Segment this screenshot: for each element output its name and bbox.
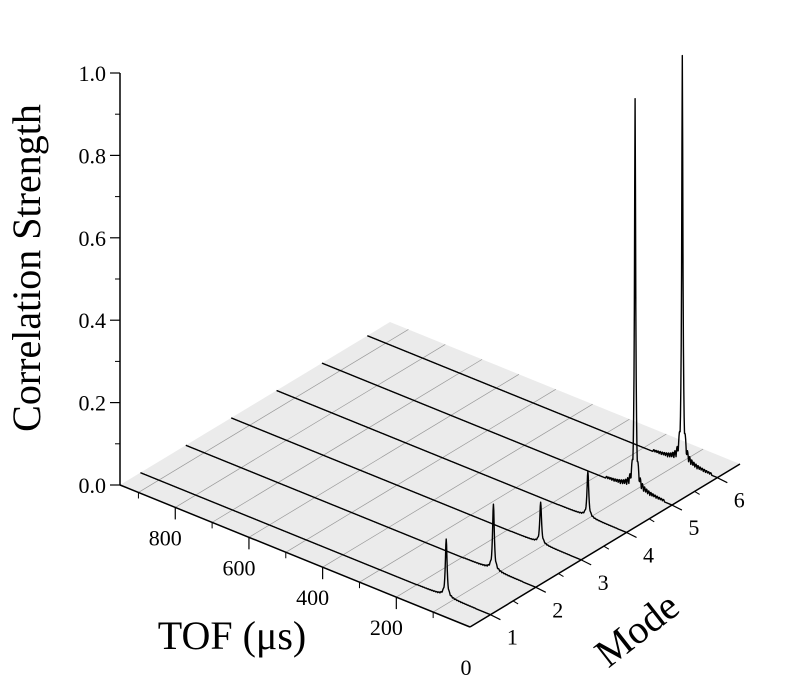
mode-major-tick	[717, 477, 728, 484]
series-trace-mode-3	[230, 417, 582, 561]
mode-tick-label: 2	[552, 597, 563, 622]
y-tick-label: 0.8	[79, 143, 107, 168]
mode-major-tick	[626, 531, 637, 539]
y-tick-label: 0.2	[79, 391, 107, 416]
x-tick-label: 600	[222, 555, 255, 580]
x-axis-line	[119, 484, 471, 628]
mode-minor-tick	[558, 573, 564, 578]
floor-grid-line	[432, 448, 704, 613]
series-layer	[140, 54, 718, 616]
mode-major-tick	[490, 614, 501, 621]
floor-grid-line	[359, 418, 630, 583]
mode-axis-title: Mode	[586, 583, 687, 676]
mode-major-tick	[671, 504, 683, 511]
y-tick-label: 0.4	[79, 308, 107, 333]
series-trace-mode-1	[140, 472, 491, 616]
mode-minor-tick	[512, 600, 519, 605]
mode-minor-tick	[648, 518, 655, 523]
x-axis-title: TOF (μs)	[158, 613, 307, 658]
floor-grid-line	[396, 433, 667, 598]
grid-layer	[138, 329, 704, 613]
y-axis-title: Correlation Strength	[4, 104, 49, 432]
y-tick-label: 0.0	[79, 473, 107, 498]
x-tick-label: 800	[149, 525, 182, 550]
mode-tick-label: 6	[734, 488, 745, 513]
floor-plane	[120, 322, 740, 627]
mode-major-tick	[580, 559, 592, 566]
series-trace-mode-5	[321, 98, 673, 506]
series-trace-mode-2	[185, 444, 537, 588]
mode-minor-tick	[694, 490, 700, 495]
floor-grid-line	[211, 359, 483, 523]
mode-tick-label: 4	[643, 542, 654, 567]
floor-grid-line	[285, 388, 556, 553]
floor-grid-line	[322, 403, 593, 568]
axes-layer	[110, 72, 741, 628]
floor-grid-line	[175, 344, 446, 508]
series-trace-mode-6	[366, 54, 718, 479]
floor-grid-line	[248, 374, 520, 538]
y-tick-label: 0.6	[79, 226, 107, 251]
mode-major-tick	[535, 586, 547, 593]
floor-layer	[120, 322, 740, 627]
labels-layer: 0.0 0.2 0.4 0.6 0.8 1.0 200 400 600 800 0 1 2 3 4 5 6	[79, 61, 745, 680]
x-tick-label: 400	[296, 585, 329, 610]
mode-tick-label: 3	[598, 570, 609, 595]
series-trace-mode-4	[276, 389, 627, 534]
mode-minor-tick	[603, 545, 610, 550]
mode-tick-label: 1	[507, 625, 518, 650]
floor-grid-line	[138, 329, 409, 493]
mode-tick-label: 5	[688, 515, 699, 540]
y-tick-label: 1.0	[79, 61, 107, 86]
x-tick-label: 200	[370, 615, 403, 640]
x-origin-label: 0	[461, 655, 472, 680]
